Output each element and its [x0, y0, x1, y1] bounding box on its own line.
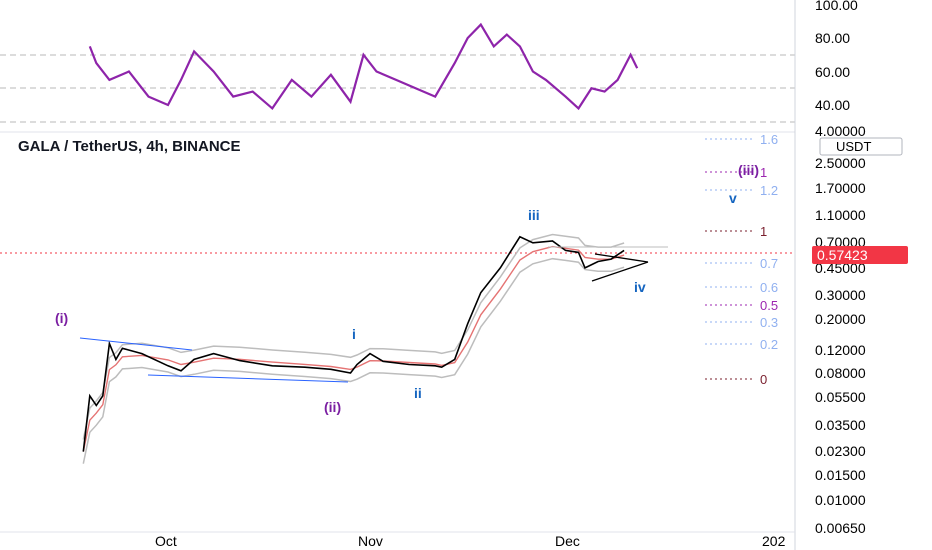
- wave-label: iii: [528, 207, 540, 223]
- oscillator-axis: 100.00 80.00 60.00 40.00 4.00000: [815, 0, 866, 139]
- band-lower-line: [82, 257, 625, 464]
- price-tick: 0.02300: [815, 443, 866, 459]
- price-tick-clipped: 4.00000: [815, 123, 866, 139]
- price-tick: 0.00650: [815, 520, 866, 536]
- last-price-badge: [812, 246, 908, 264]
- trendline-upper: [79, 337, 193, 351]
- wave-label: ii: [414, 385, 422, 401]
- price-tick: 0.08000: [815, 365, 866, 381]
- price-tick: 0.20000: [815, 311, 866, 327]
- osc-tick: 80.00: [815, 30, 850, 46]
- fib-label: 0.5: [760, 298, 778, 313]
- price-axis: 2.50000 1.70000 1.10000 0.70000 0.45000 …: [815, 155, 866, 536]
- time-tick: Nov: [358, 533, 383, 549]
- fib-label: 0.6: [760, 280, 778, 295]
- price-tick: 0.03500: [815, 417, 866, 433]
- triangle-lower: [591, 261, 649, 282]
- fib-label: 1: [760, 165, 767, 180]
- osc-tick: 40.00: [815, 97, 850, 113]
- chart-title: GALA / TetherUS, 4h, BINANCE: [18, 138, 241, 155]
- price-pane: [79, 233, 668, 464]
- fib-label: 1.2: [760, 183, 778, 198]
- osc-tick: 60.00: [815, 64, 850, 80]
- fib-label: 0.2: [760, 337, 778, 352]
- wave-label: (ii): [324, 399, 341, 415]
- price-tick: 0.05500: [815, 389, 866, 405]
- trendline-lower: [147, 374, 349, 383]
- wave-labels: (i) (ii) (iii) i ii iii iv v: [55, 162, 759, 415]
- oscillator-line: [88, 22, 639, 111]
- fib-label: 0.3: [760, 315, 778, 330]
- band-upper-line: [82, 233, 625, 440]
- price-tick: 0.01500: [815, 467, 866, 483]
- price-tick: 2.50000: [815, 155, 866, 171]
- price-tick: 0.12000: [815, 342, 866, 358]
- time-axis: Oct Nov Dec 202: [155, 533, 786, 549]
- time-tick: Oct: [155, 533, 177, 549]
- wave-label: (i): [55, 310, 68, 326]
- fib-label: 0.7: [760, 256, 778, 271]
- fib-label: 1.6: [760, 132, 778, 147]
- triangle-upper: [594, 253, 649, 263]
- wave-label: iv: [634, 279, 646, 295]
- fib-label: 0: [760, 372, 767, 387]
- wave-label: (iii): [738, 162, 759, 178]
- last-price-label: 0.57423: [817, 247, 868, 263]
- ema-line: [82, 245, 625, 452]
- time-tick: Dec: [555, 533, 580, 549]
- price-tick: 0.30000: [815, 287, 866, 303]
- osc-tick: 100.00: [815, 0, 858, 13]
- wave-label: i: [352, 326, 356, 342]
- wave-label: v: [729, 190, 737, 206]
- price-line: [82, 235, 625, 452]
- time-tick: 202: [762, 533, 786, 549]
- fib-labels: 1.6 1 1.2 1 0.7 0.6 0.5 0.3 0.2 0: [760, 132, 778, 387]
- price-tick: 1.70000: [815, 180, 866, 196]
- oscillator-pane: [0, 22, 795, 123]
- currency-badge[interactable]: USDT: [836, 139, 871, 154]
- price-tick: 0.01000: [815, 492, 866, 508]
- price-tick: 1.10000: [815, 207, 866, 223]
- currency-badge-box: [819, 137, 903, 156]
- fib-label: 1: [760, 224, 767, 239]
